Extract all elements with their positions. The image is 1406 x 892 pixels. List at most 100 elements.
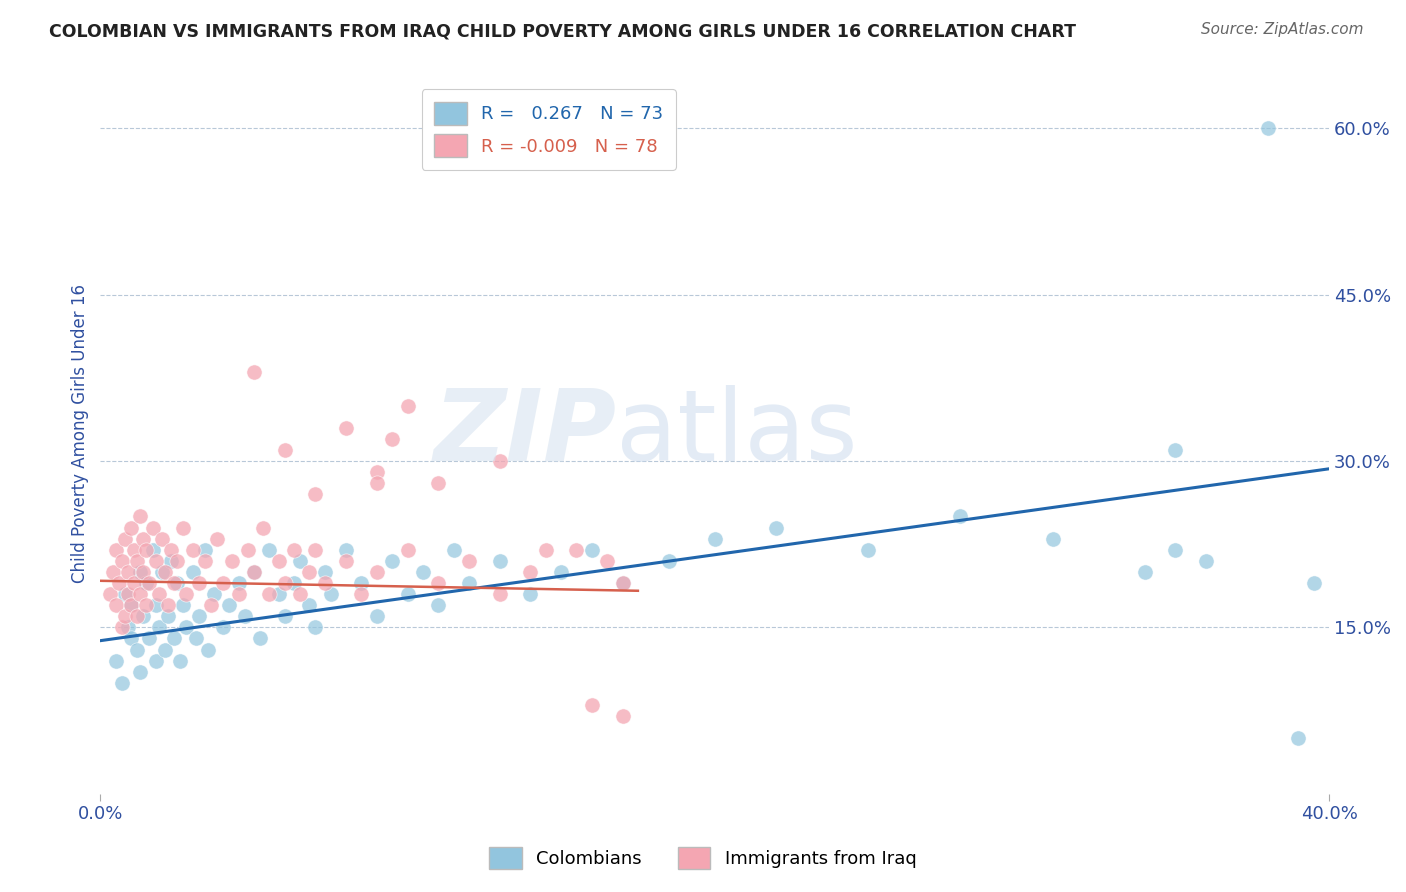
Point	[194, 542, 217, 557]
Point	[236, 542, 259, 557]
Point	[127, 554, 149, 568]
Point	[366, 609, 388, 624]
Point	[366, 476, 388, 491]
Point	[169, 654, 191, 668]
Point	[288, 587, 311, 601]
Point	[142, 542, 165, 557]
Point	[381, 432, 404, 446]
Point	[283, 542, 305, 557]
Point	[117, 620, 139, 634]
Point	[288, 554, 311, 568]
Point	[1257, 121, 1279, 136]
Point	[117, 587, 139, 601]
Point	[129, 587, 152, 601]
Point	[612, 709, 634, 723]
Point	[1195, 554, 1218, 568]
Point	[156, 598, 179, 612]
Point	[101, 565, 124, 579]
Point	[350, 576, 373, 591]
Point	[259, 542, 281, 557]
Point	[1164, 442, 1187, 457]
Y-axis label: Child Poverty Among Girls Under 16: Child Poverty Among Girls Under 16	[72, 284, 89, 582]
Point	[319, 587, 342, 601]
Point	[581, 698, 603, 712]
Point	[104, 654, 127, 668]
Point	[396, 399, 419, 413]
Point	[160, 554, 183, 568]
Point	[212, 620, 235, 634]
Point	[1164, 542, 1187, 557]
Point	[252, 520, 274, 534]
Point	[1286, 731, 1309, 746]
Point	[129, 509, 152, 524]
Point	[596, 554, 619, 568]
Point	[202, 587, 225, 601]
Point	[366, 565, 388, 579]
Point	[114, 587, 136, 601]
Point	[703, 532, 725, 546]
Point	[298, 565, 321, 579]
Point	[658, 554, 681, 568]
Point	[148, 620, 170, 634]
Point	[412, 565, 434, 579]
Point	[427, 598, 450, 612]
Point	[858, 542, 880, 557]
Point	[132, 565, 155, 579]
Point	[581, 542, 603, 557]
Point	[120, 520, 142, 534]
Point	[212, 576, 235, 591]
Point	[519, 587, 541, 601]
Point	[1042, 532, 1064, 546]
Point	[163, 632, 186, 646]
Point	[565, 542, 588, 557]
Point	[314, 565, 336, 579]
Point	[122, 576, 145, 591]
Point	[200, 598, 222, 612]
Point	[243, 365, 266, 379]
Point	[205, 532, 228, 546]
Point	[120, 598, 142, 612]
Point	[550, 565, 572, 579]
Point	[396, 542, 419, 557]
Point	[427, 476, 450, 491]
Point	[145, 554, 167, 568]
Point	[150, 565, 173, 579]
Point	[243, 565, 266, 579]
Point	[132, 609, 155, 624]
Point	[194, 554, 217, 568]
Point	[160, 542, 183, 557]
Point	[114, 609, 136, 624]
Point	[249, 632, 271, 646]
Point	[150, 532, 173, 546]
Point	[172, 598, 194, 612]
Point	[104, 598, 127, 612]
Point	[612, 576, 634, 591]
Point	[243, 565, 266, 579]
Point	[120, 598, 142, 612]
Point	[228, 587, 250, 601]
Point	[148, 587, 170, 601]
Point	[1133, 565, 1156, 579]
Point	[145, 654, 167, 668]
Point	[273, 609, 295, 624]
Point	[153, 642, 176, 657]
Point	[335, 421, 357, 435]
Legend: Colombians, Immigrants from Iraq: Colombians, Immigrants from Iraq	[482, 839, 924, 876]
Legend: R =   0.267   N = 73, R = -0.009   N = 78: R = 0.267 N = 73, R = -0.009 N = 78	[422, 89, 676, 169]
Point	[949, 509, 972, 524]
Text: atlas: atlas	[616, 384, 858, 482]
Point	[184, 632, 207, 646]
Point	[166, 576, 188, 591]
Point	[138, 576, 160, 591]
Point	[129, 665, 152, 679]
Point	[534, 542, 557, 557]
Point	[156, 609, 179, 624]
Point	[488, 554, 510, 568]
Point	[111, 554, 134, 568]
Point	[122, 542, 145, 557]
Point	[427, 576, 450, 591]
Point	[259, 587, 281, 601]
Point	[350, 587, 373, 601]
Point	[129, 565, 152, 579]
Point	[233, 609, 256, 624]
